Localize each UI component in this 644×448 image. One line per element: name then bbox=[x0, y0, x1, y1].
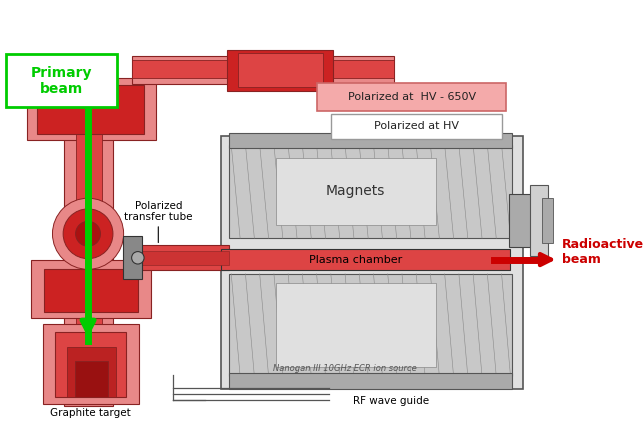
Text: Radioactive
beam: Radioactive beam bbox=[562, 238, 644, 267]
FancyBboxPatch shape bbox=[317, 82, 506, 111]
Bar bbox=[229, 274, 512, 376]
Bar bbox=[131, 56, 394, 84]
Bar bbox=[44, 269, 138, 312]
Circle shape bbox=[75, 221, 100, 246]
Bar bbox=[530, 185, 548, 256]
Bar bbox=[75, 361, 108, 396]
Bar bbox=[26, 78, 156, 140]
Bar bbox=[229, 145, 512, 238]
Circle shape bbox=[52, 198, 124, 269]
Bar bbox=[31, 260, 151, 318]
Bar bbox=[227, 50, 334, 90]
Text: Nanogan III 10GHz ECR ion source: Nanogan III 10GHz ECR ion source bbox=[273, 365, 417, 374]
Bar bbox=[131, 60, 394, 78]
Circle shape bbox=[131, 252, 144, 264]
Text: Primary
beam: Primary beam bbox=[31, 66, 92, 96]
Bar bbox=[276, 158, 436, 225]
Bar bbox=[542, 198, 553, 243]
Bar bbox=[229, 373, 512, 389]
Circle shape bbox=[63, 209, 113, 258]
Text: Magnets: Magnets bbox=[326, 184, 385, 198]
Text: Plasma chamber: Plasma chamber bbox=[309, 254, 402, 265]
FancyBboxPatch shape bbox=[6, 54, 117, 108]
Text: Polarized
transfer tube: Polarized transfer tube bbox=[124, 201, 193, 223]
Bar bbox=[509, 194, 535, 247]
Bar bbox=[276, 283, 436, 367]
Text: Graphite target: Graphite target bbox=[50, 408, 131, 418]
Text: Polarized at  HV - 650V: Polarized at HV - 650V bbox=[348, 92, 476, 102]
Bar bbox=[64, 64, 113, 406]
Bar bbox=[238, 53, 323, 87]
Bar bbox=[55, 332, 126, 396]
Bar bbox=[131, 251, 229, 265]
Text: Polarized at HV: Polarized at HV bbox=[374, 121, 459, 131]
Text: RF wave guide: RF wave guide bbox=[354, 396, 430, 406]
Bar bbox=[43, 323, 138, 404]
Bar bbox=[220, 136, 523, 389]
Bar bbox=[123, 237, 142, 279]
Bar bbox=[229, 134, 512, 147]
Bar bbox=[220, 249, 509, 270]
Bar bbox=[75, 69, 102, 401]
Bar bbox=[131, 246, 229, 270]
Bar bbox=[37, 85, 144, 134]
Bar bbox=[67, 347, 116, 396]
FancyBboxPatch shape bbox=[331, 114, 502, 138]
